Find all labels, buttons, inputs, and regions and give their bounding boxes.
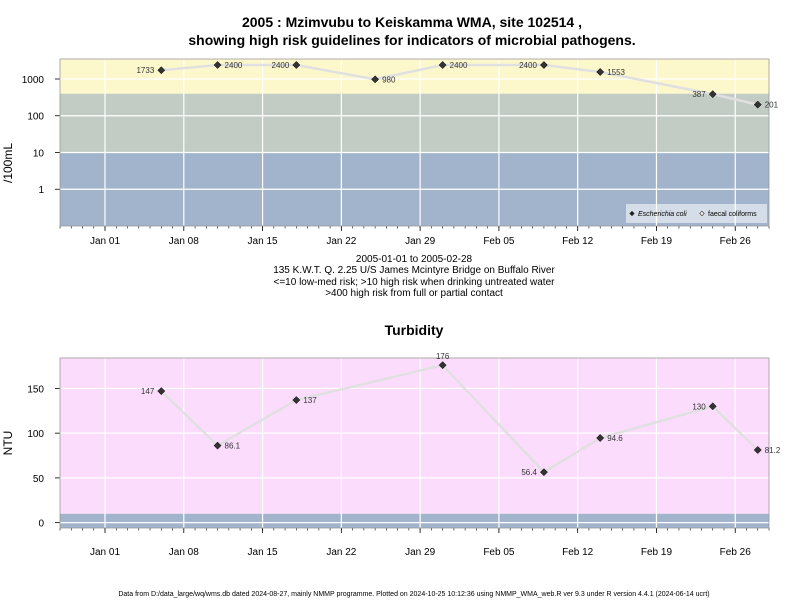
x-tick-label: Feb 12 bbox=[562, 236, 594, 247]
data-point bbox=[539, 61, 548, 69]
risk-band bbox=[60, 513, 769, 528]
y-tick-label: 1 bbox=[38, 185, 44, 196]
caption-line-1: 2005-01-01 to 2005-02-28 bbox=[356, 254, 473, 265]
risk-band bbox=[60, 358, 769, 514]
x-tick-label: Jan 15 bbox=[248, 236, 278, 247]
plot-frame bbox=[59, 58, 770, 227]
y-tick-label: 50 bbox=[33, 474, 45, 485]
data-point bbox=[596, 434, 605, 442]
data-point bbox=[438, 61, 447, 69]
x-tick-label: Jan 22 bbox=[326, 236, 356, 247]
x-tick-label: Feb 19 bbox=[641, 236, 673, 247]
y-tick-label: 150 bbox=[27, 384, 44, 395]
data-label: 86.1 bbox=[225, 442, 241, 451]
x-tick-label: Feb 05 bbox=[483, 547, 515, 558]
turbidity-title: Turbidity bbox=[385, 322, 444, 338]
data-label: 81.2 bbox=[765, 446, 781, 455]
x-tick-label: Feb 05 bbox=[483, 236, 515, 247]
data-point bbox=[753, 100, 762, 109]
plot-frame bbox=[59, 357, 770, 529]
x-tick-label: Feb 26 bbox=[720, 547, 752, 558]
legend-label: Escherichia coli bbox=[638, 211, 687, 218]
chart-title-line2: showing high risk guidelines for indicat… bbox=[188, 32, 635, 48]
data-label: 1733 bbox=[136, 66, 154, 75]
caption-line-2: 135 K.W.T. Q. 2.25 U/S James Mcintyre Br… bbox=[273, 265, 555, 276]
y-tick-label: 10 bbox=[33, 148, 45, 159]
caption-line-3: <=10 low-med risk; >10 high risk when dr… bbox=[274, 277, 556, 288]
data-point bbox=[213, 441, 222, 450]
data-label: 2400 bbox=[225, 61, 243, 70]
x-tick-label: Feb 19 bbox=[641, 547, 673, 558]
data-label: 201 bbox=[765, 101, 779, 110]
data-label: 147 bbox=[141, 387, 155, 396]
x-tick-label: Jan 08 bbox=[169, 547, 199, 558]
data-point bbox=[753, 446, 762, 454]
x-tick-label: Jan 01 bbox=[90, 236, 120, 247]
data-label: 980 bbox=[382, 75, 396, 84]
x-tick-label: Jan 15 bbox=[248, 547, 278, 558]
legend-marker bbox=[629, 210, 635, 217]
data-label: 2400 bbox=[450, 61, 468, 70]
y-axis-label: NTU bbox=[1, 431, 15, 456]
y-tick-label: 0 bbox=[38, 519, 44, 530]
data-label: 2400 bbox=[272, 61, 290, 70]
microbial-panel: Jan 01 Jan 08 Jan 15 Jan 22 Jan 29 Feb 05 Feb … bbox=[1, 58, 779, 247]
risk-band bbox=[60, 59, 769, 94]
data-point bbox=[708, 402, 717, 411]
data-label: 130 bbox=[692, 402, 706, 411]
chart-title-line1: 2005 : Mzimvubu to Keiskamma WMA, site 1… bbox=[242, 14, 582, 30]
legend-marker bbox=[699, 210, 705, 217]
y-tick-label: 100 bbox=[27, 112, 44, 123]
x-tick-label: Feb 12 bbox=[562, 547, 594, 558]
risk-band bbox=[60, 93, 769, 153]
legend-label: faecal coliforms bbox=[708, 211, 757, 218]
data-label: 176 bbox=[436, 352, 450, 361]
data-label: 94.6 bbox=[607, 434, 623, 443]
y-axis-label: /100mL bbox=[1, 143, 15, 183]
x-tick-label: Jan 29 bbox=[405, 547, 435, 558]
data-point bbox=[292, 396, 301, 405]
y-tick-label: 1000 bbox=[22, 75, 45, 86]
data-point bbox=[539, 468, 548, 477]
data-point bbox=[157, 66, 166, 75]
data-label: 387 bbox=[692, 90, 706, 99]
x-tick-label: Jan 08 bbox=[169, 236, 199, 247]
x-tick-label: Jan 22 bbox=[326, 547, 356, 558]
data-point bbox=[371, 75, 380, 84]
data-point bbox=[292, 61, 301, 69]
y-tick-label: 100 bbox=[27, 429, 44, 440]
data-label: 2400 bbox=[519, 61, 537, 70]
turbidity-panel: Jan 01 Jan 08 Jan 15 Jan 22 Jan 29 Feb 05 Feb … bbox=[1, 352, 781, 558]
data-point bbox=[708, 90, 717, 99]
x-tick-label: Jan 01 bbox=[90, 547, 120, 558]
data-label: 56.4 bbox=[521, 468, 537, 477]
data-label: 137 bbox=[303, 396, 317, 405]
legend: Escherichia coli faecal coliforms bbox=[626, 204, 767, 223]
footer-note: Data from D:/data_large/wq/wms.db dated … bbox=[118, 591, 709, 598]
series-line bbox=[160, 363, 759, 474]
data-point bbox=[596, 68, 605, 76]
data-point bbox=[213, 61, 222, 69]
data-point bbox=[438, 361, 447, 370]
data-label: 1553 bbox=[607, 68, 625, 77]
caption-line-4: >400 high risk from full or partial cont… bbox=[325, 288, 503, 299]
x-tick-label: Jan 29 bbox=[405, 236, 435, 247]
x-tick-label: Feb 26 bbox=[720, 236, 752, 247]
data-point bbox=[157, 387, 166, 396]
legend-box bbox=[626, 204, 767, 223]
